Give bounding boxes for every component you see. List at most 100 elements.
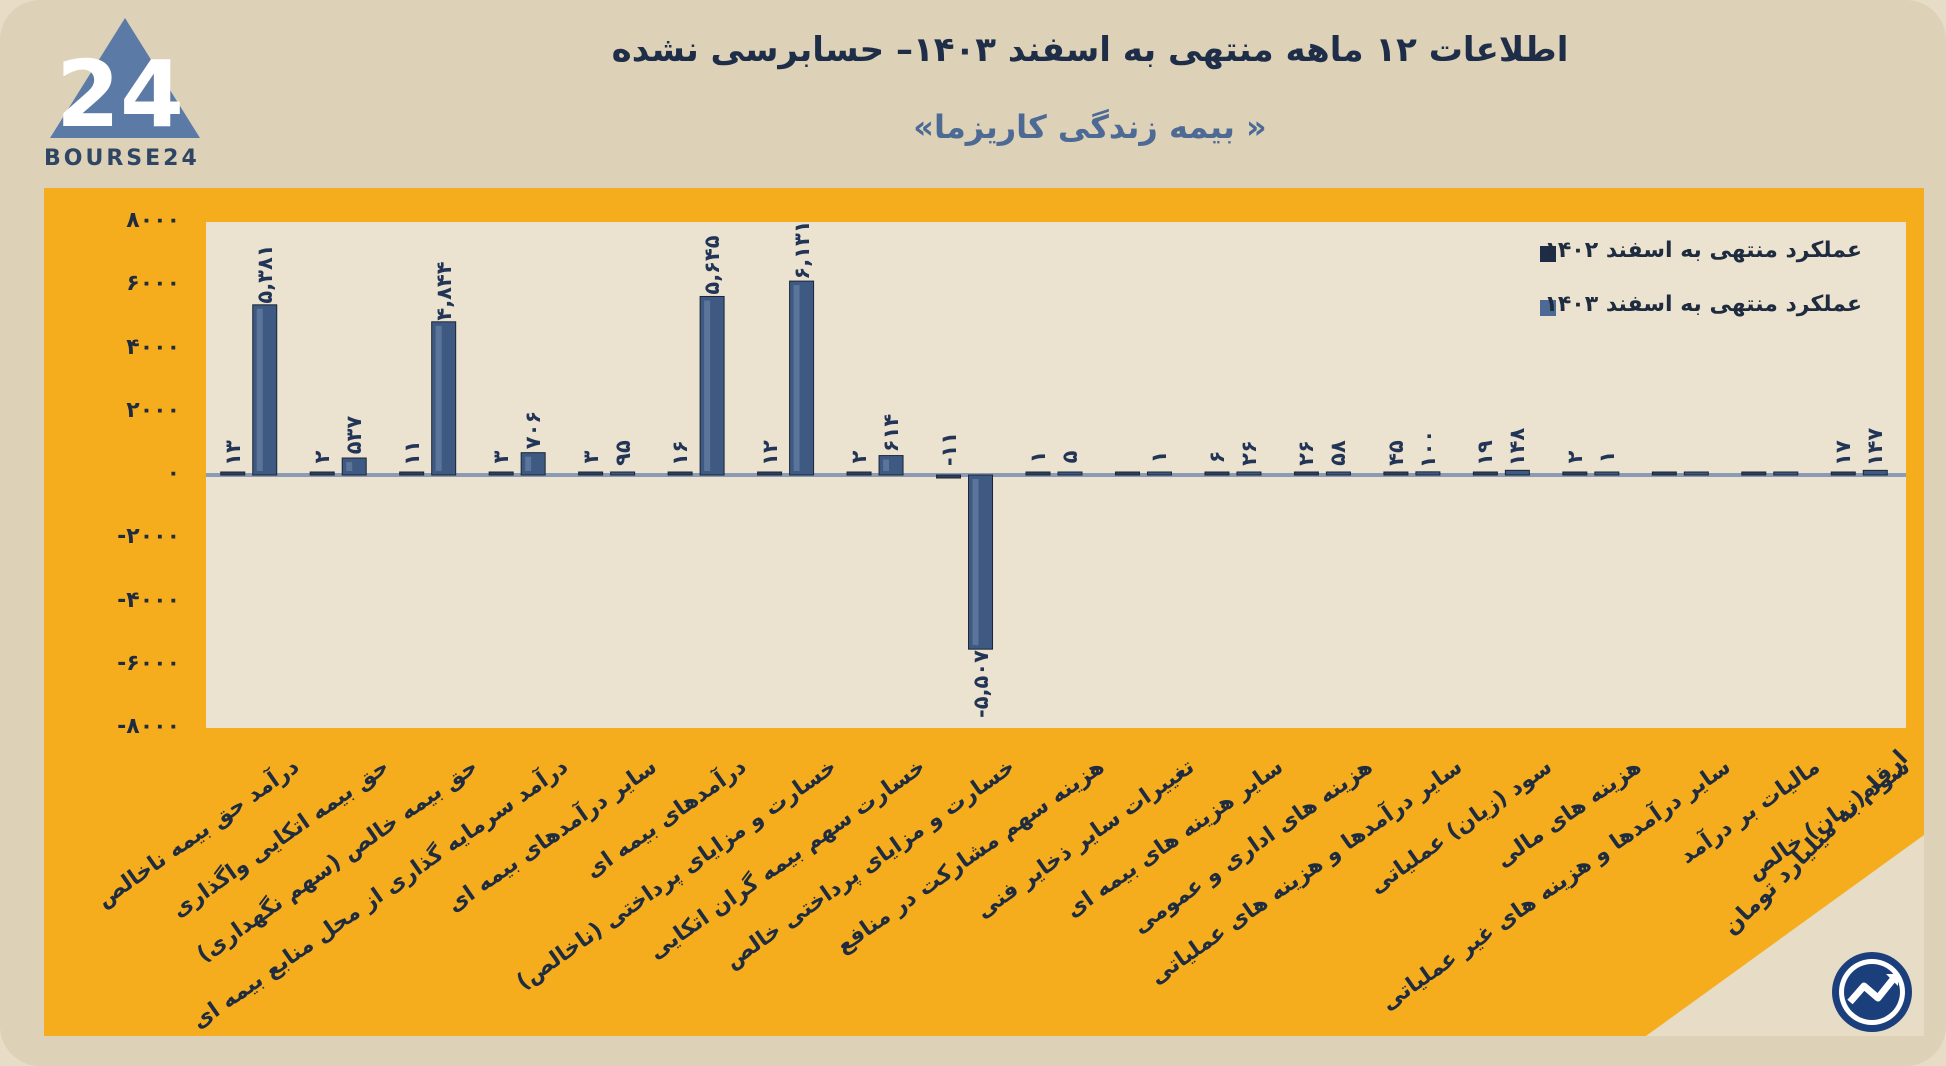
bar-highlight xyxy=(704,300,711,471)
bar-series1-1 xyxy=(309,471,335,476)
bar-series2-3 xyxy=(520,452,546,476)
chart-subtitle: « بیمه زندگی کاریزما» xyxy=(913,108,1267,146)
value-label: ۱۶ xyxy=(668,440,693,466)
y-tick-label: ۰ xyxy=(166,461,180,486)
bourse24-logo: 24 xyxy=(50,18,200,148)
y-tick-label: ۶۰۰۰ xyxy=(126,271,180,297)
value-label: ۳ xyxy=(489,450,514,464)
bar-series1-18 xyxy=(1830,471,1856,476)
bar-series2-0 xyxy=(252,304,278,476)
bar-series1-0 xyxy=(220,471,246,476)
bar-series1-8 xyxy=(936,474,962,479)
value-label: ۲ xyxy=(1562,450,1587,464)
bar-series2-13 xyxy=(1415,471,1441,476)
value-label: -۱۱ xyxy=(936,431,961,467)
value-label: ۱ xyxy=(1147,450,1172,464)
bar-series2-12 xyxy=(1325,471,1351,476)
y-tick-label: -۸۰۰۰ xyxy=(117,714,180,739)
y-tick-label: -۲۰۰۰ xyxy=(117,524,180,550)
bar-highlight xyxy=(346,462,353,471)
value-label: ۱۴۸ xyxy=(1505,428,1530,467)
bar-series2-11 xyxy=(1236,471,1262,476)
bar-series2-4 xyxy=(610,471,636,476)
bar-series2-1 xyxy=(341,457,367,476)
value-label: ۱۷ xyxy=(1831,440,1856,466)
value-label: ۱۲ xyxy=(757,440,782,466)
legend-label-1403: عملکرد منتهی به اسفند ۱۴۰۳ xyxy=(1544,292,1862,317)
bar-highlight xyxy=(793,285,800,471)
logo-mark: 24 xyxy=(56,41,184,148)
bar-series2-2 xyxy=(431,321,457,476)
value-label: ۵,۳۸۱ xyxy=(252,244,277,304)
value-label: ۱۴۷ xyxy=(1863,428,1888,467)
bar-series1-17 xyxy=(1741,471,1767,476)
bar-series2-5 xyxy=(699,295,725,476)
value-label: ۶,۱۳۱ xyxy=(789,220,814,280)
y-tick-label: -۶۰۰۰ xyxy=(117,650,180,676)
bar-series1-10 xyxy=(1114,471,1140,476)
value-label: ۶ xyxy=(1204,450,1229,464)
bar-highlight xyxy=(256,308,263,471)
bar-series2-16 xyxy=(1683,471,1709,476)
bar-series1-15 xyxy=(1562,471,1588,476)
bar-series1-9 xyxy=(1025,471,1051,476)
bar-series1-13 xyxy=(1383,471,1409,476)
value-label: ۹۵ xyxy=(610,440,635,466)
bar-series2-15 xyxy=(1594,471,1620,476)
bar-series1-16 xyxy=(1651,471,1677,476)
value-label: ۵,۶۴۵ xyxy=(700,235,725,296)
value-label: ۲۶ xyxy=(1236,440,1261,466)
bar-highlight xyxy=(435,325,442,471)
value-label: ۱ xyxy=(1594,450,1619,464)
bar-series1-12 xyxy=(1293,471,1319,476)
bar-series1-4 xyxy=(578,471,604,476)
bar-highlight xyxy=(525,456,532,471)
value-label: ۷۰۶ xyxy=(521,410,546,449)
value-label: ۱۰۰ xyxy=(1415,429,1440,469)
value-label: ۲ xyxy=(310,450,335,464)
bar-highlight xyxy=(972,479,979,646)
value-label: ۵۸ xyxy=(1326,440,1351,466)
bar-series1-14 xyxy=(1472,471,1498,476)
value-label: ۲۶ xyxy=(1294,440,1319,466)
value-label: ۱ xyxy=(1026,450,1050,464)
bar-series2-14 xyxy=(1504,469,1530,476)
bar-series2-10 xyxy=(1146,471,1172,476)
legend-swatch-1403 xyxy=(1540,300,1556,316)
bar-series2-17 xyxy=(1773,471,1799,476)
y-tick-label: ۸۰۰۰ xyxy=(126,208,180,233)
bar-series2-9 xyxy=(1057,471,1083,476)
legend-label-1402: عملکرد منتهی به اسفند ۱۴۰۲ xyxy=(1544,238,1862,263)
y-tick-label: -۴۰۰۰ xyxy=(117,587,180,613)
legend-swatch-1402 xyxy=(1540,246,1556,262)
value-label: ۳ xyxy=(578,450,603,464)
value-label: -۵,۵۰۷ xyxy=(968,650,993,719)
bar-series1-5 xyxy=(667,471,693,476)
bar-series1-11 xyxy=(1204,471,1230,476)
value-label: ۱۱ xyxy=(399,440,424,466)
bar-series1-7 xyxy=(846,471,872,476)
y-tick-label: ۴۰۰۰ xyxy=(126,334,180,360)
logo-text: BOURSE24 xyxy=(44,146,200,171)
value-label: ۶۱۴ xyxy=(879,413,904,452)
bar-series2-18 xyxy=(1862,469,1888,476)
value-label: ۱۳ xyxy=(220,440,245,466)
bar-series2-6 xyxy=(789,280,815,476)
y-tick-label: ۲۰۰۰ xyxy=(126,397,180,423)
bar-series2-8 xyxy=(968,474,994,650)
bar-series1-3 xyxy=(488,471,514,476)
value-label: ۱۹ xyxy=(1473,440,1498,466)
trend-badge-icon xyxy=(1832,952,1912,1032)
bar-highlight xyxy=(883,459,890,471)
value-label: ۴,۸۴۴ xyxy=(431,261,456,321)
bar-series1-6 xyxy=(757,471,783,476)
value-label: ۲ xyxy=(847,450,872,464)
chart-title: اطلاعات ۱۲ ماهه منتهی به اسفند ۱۴۰۳– حسا… xyxy=(611,30,1569,70)
value-label: ۴۵ xyxy=(1383,440,1408,466)
bar-series2-7 xyxy=(878,455,904,476)
value-label: ۵ xyxy=(1058,450,1082,464)
bar-series1-2 xyxy=(399,471,425,476)
value-label: ۵۳۷ xyxy=(342,415,367,455)
